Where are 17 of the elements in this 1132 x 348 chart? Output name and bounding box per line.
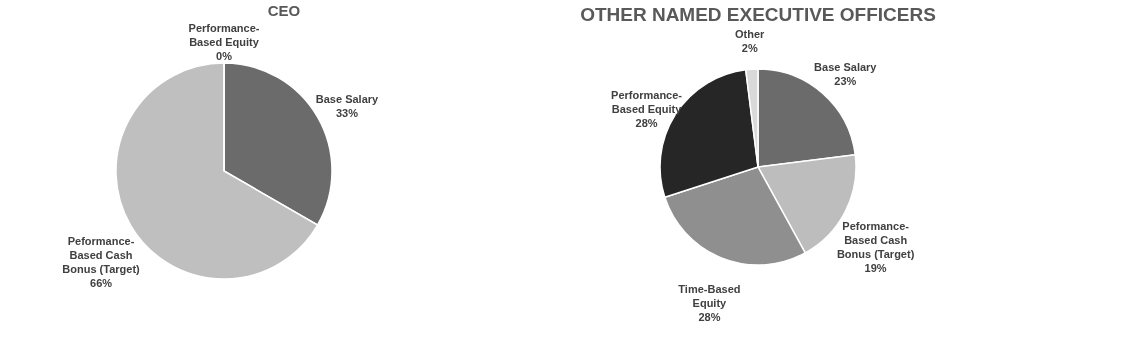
category-label: Performance-Based Equity: [188, 22, 260, 48]
data-label: 19%: [864, 261, 887, 274]
slice-label: Base Salary: [814, 60, 878, 73]
slice-label: Other: [735, 28, 766, 41]
data-label: 66%: [90, 277, 113, 289]
data-label: 28%: [698, 310, 721, 323]
chart-title: OTHER NAMED EXECUTIVE OFFICERS: [580, 4, 936, 26]
slice-label: Peformance-Based Cash Bonus (Target): [836, 219, 915, 260]
data-label: 23%: [834, 74, 857, 87]
data-label: 33%: [335, 107, 359, 119]
slice-label: Time-Based Equity: [678, 282, 741, 309]
slice-label: Peformance-Based Cash Bonus (Target): [62, 235, 141, 275]
chart-title: CEO: [267, 2, 301, 19]
data-label: 2%: [741, 42, 758, 55]
slice-label: Base Salary: [315, 93, 380, 105]
text: 0%: [216, 50, 232, 62]
data-label: 28%: [635, 117, 658, 130]
